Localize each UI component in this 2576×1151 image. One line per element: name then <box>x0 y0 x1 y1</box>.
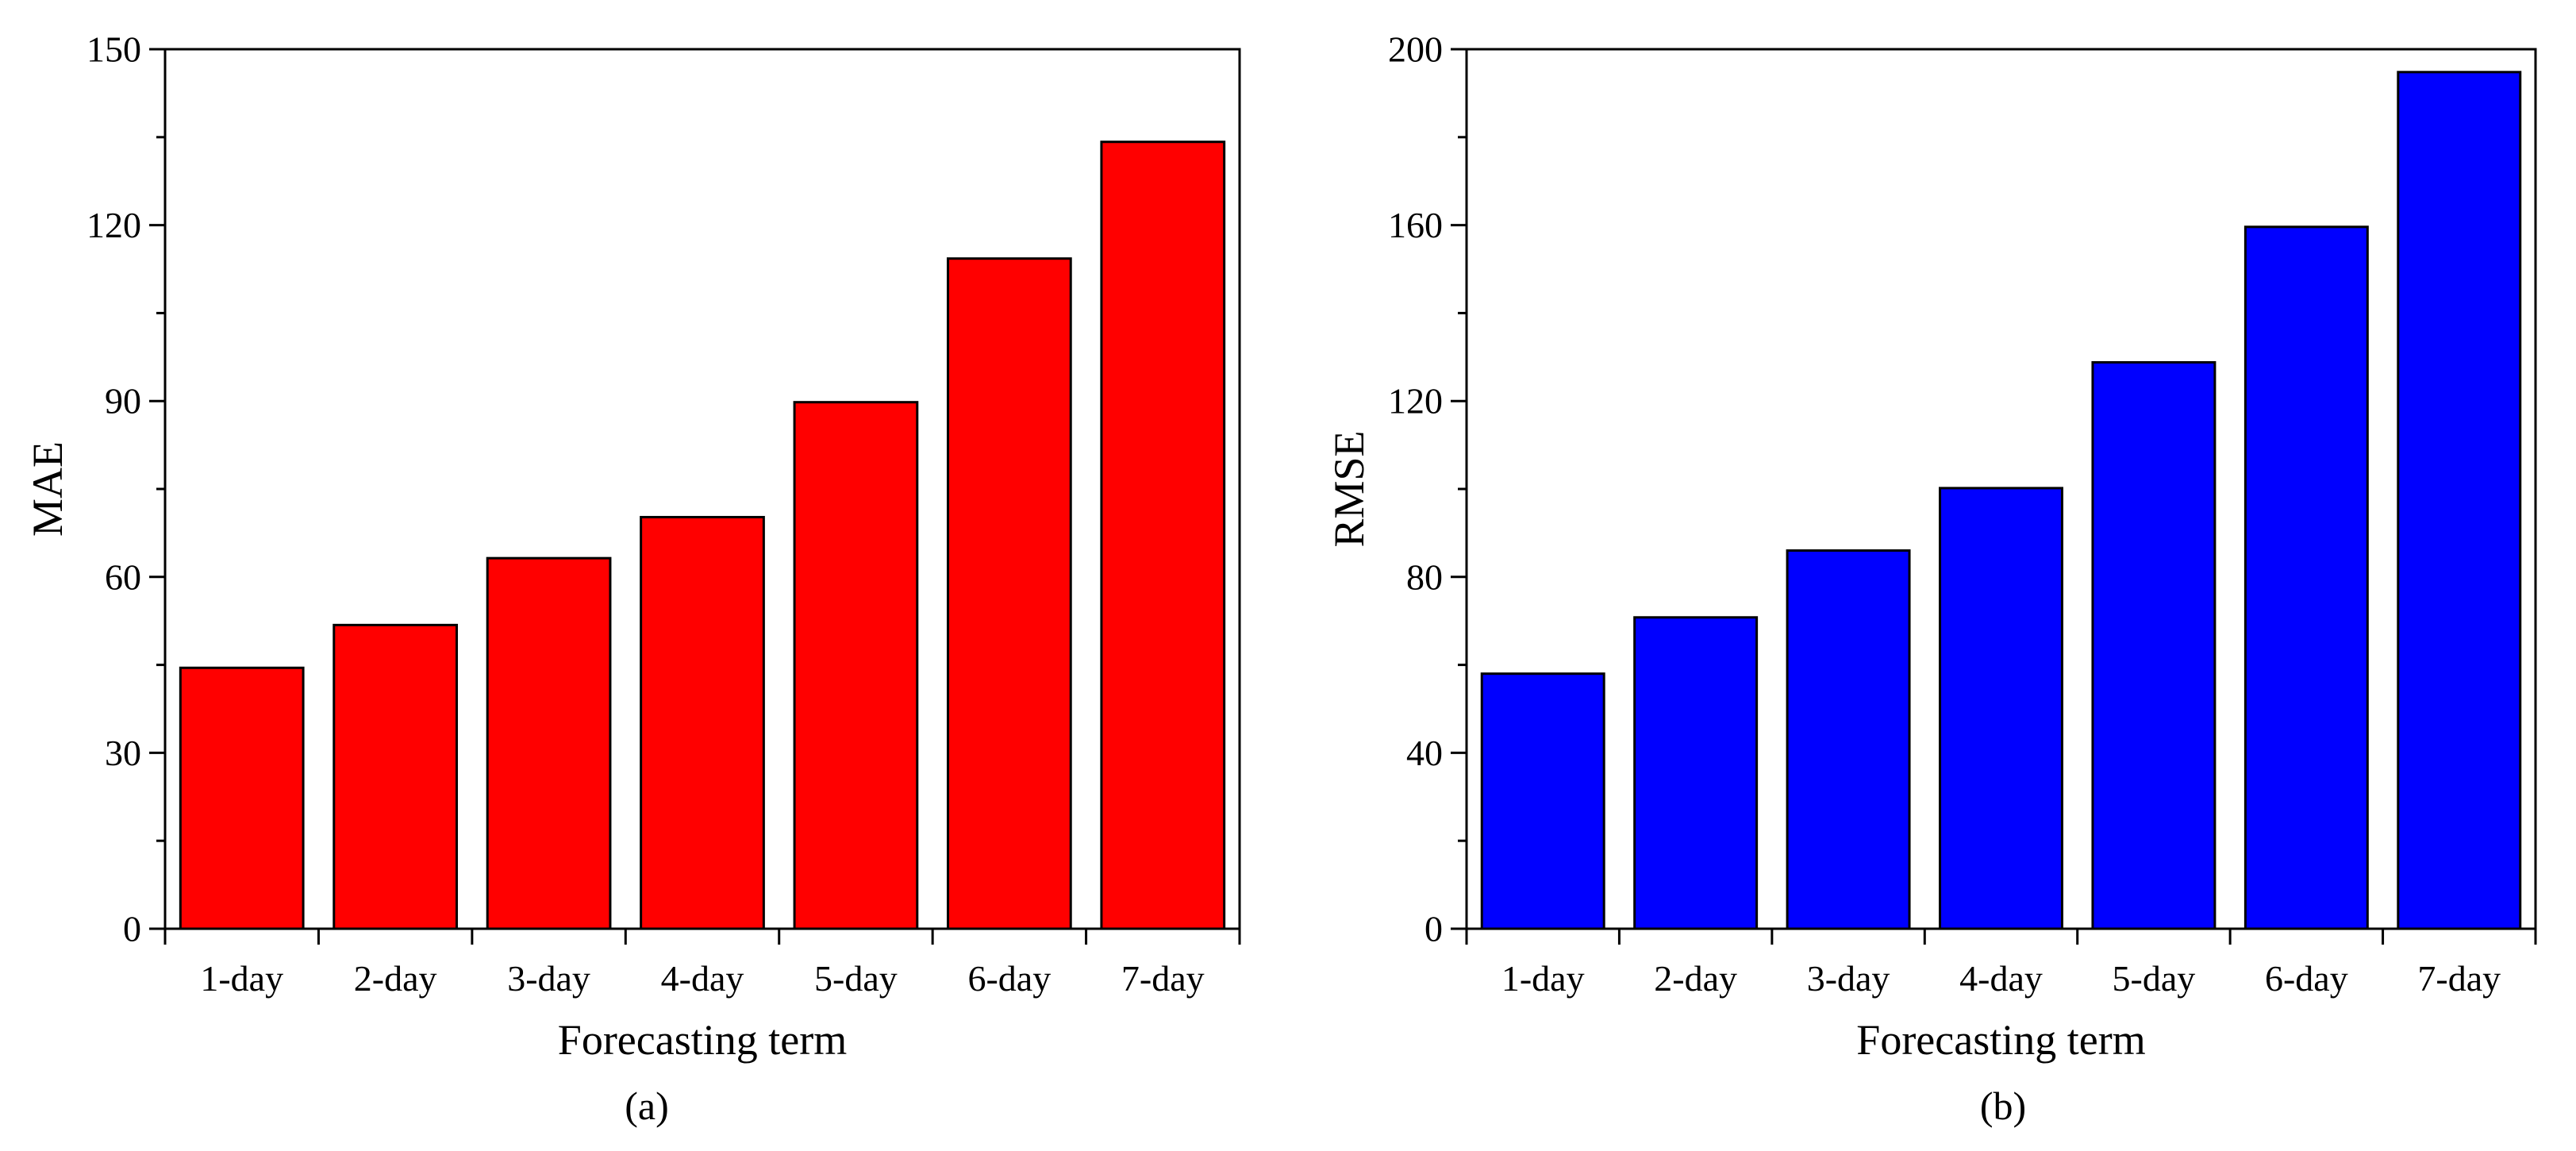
x-tick-label: 1-day <box>1501 958 1585 999</box>
bar-5-day <box>793 401 919 930</box>
x-tick-label: 4-day <box>1959 958 2043 999</box>
y-axis-title: RMSE <box>1325 430 1373 547</box>
y-tick-label: 160 <box>1388 205 1443 245</box>
x-tick-label: 3-day <box>1807 958 1890 999</box>
panel-a: 0 30 60 90 120 150 1-day 2-day 3-day 4-day 5-day 6-… <box>24 29 1241 1128</box>
y-tick-label: 150 <box>87 29 141 70</box>
x-axis-title: Forecasting term <box>1856 1016 2145 1064</box>
bar-6-day <box>2243 225 2369 930</box>
panel-label: (a) <box>625 1084 669 1128</box>
y-tick-label: 120 <box>87 205 141 245</box>
y-tick-label: 0 <box>123 909 141 949</box>
y-tick-label: 0 <box>1424 909 1443 949</box>
x-tick-label: 7-day <box>1121 958 1205 999</box>
x-tick-label: 6-day <box>2265 958 2348 999</box>
y-axis-title: MAE <box>24 441 71 537</box>
x-axis-title: Forecasting term <box>558 1016 847 1064</box>
y-tick-label: 90 <box>105 381 141 422</box>
bar-2-day <box>333 623 459 930</box>
panel-label: (b) <box>1980 1084 2026 1128</box>
bar-6-day <box>946 257 1072 930</box>
bar-4-day <box>1939 487 2063 930</box>
x-tick-label: 6-day <box>967 958 1051 999</box>
y-tick-label: 80 <box>1406 556 1443 597</box>
x-tick-label: 1-day <box>200 958 283 999</box>
x-tick-label: 2-day <box>1654 958 1737 999</box>
bar-7-day <box>1100 141 1226 930</box>
bar-1-day <box>1480 672 1605 930</box>
y-tick-label: 40 <box>1406 733 1443 773</box>
x-tick-label: 7-day <box>2417 958 2501 999</box>
x-tick-label: 2-day <box>354 958 437 999</box>
bar-7-day <box>2397 71 2522 930</box>
bar-2-day <box>1633 616 1759 930</box>
panel-b: 0 40 80 120 160 200 1-day 2-day 3-day 4-day 5-day 6… <box>1325 29 2537 1128</box>
y-tick-label: 200 <box>1388 29 1443 70</box>
x-tick-label: 5-day <box>814 958 898 999</box>
bar-3-day <box>1786 549 1911 930</box>
y-tick-label: 30 <box>105 733 141 773</box>
x-tick-label: 4-day <box>661 958 744 999</box>
y-tick-label: 60 <box>105 556 141 597</box>
bar-1-day <box>179 666 305 930</box>
x-tick-label: 3-day <box>507 958 590 999</box>
bar-5-day <box>2091 360 2217 930</box>
bar-3-day <box>486 556 612 930</box>
x-tick-label: 5-day <box>2113 958 2196 999</box>
bar-4-day <box>640 515 765 930</box>
y-tick-label: 120 <box>1388 381 1443 422</box>
